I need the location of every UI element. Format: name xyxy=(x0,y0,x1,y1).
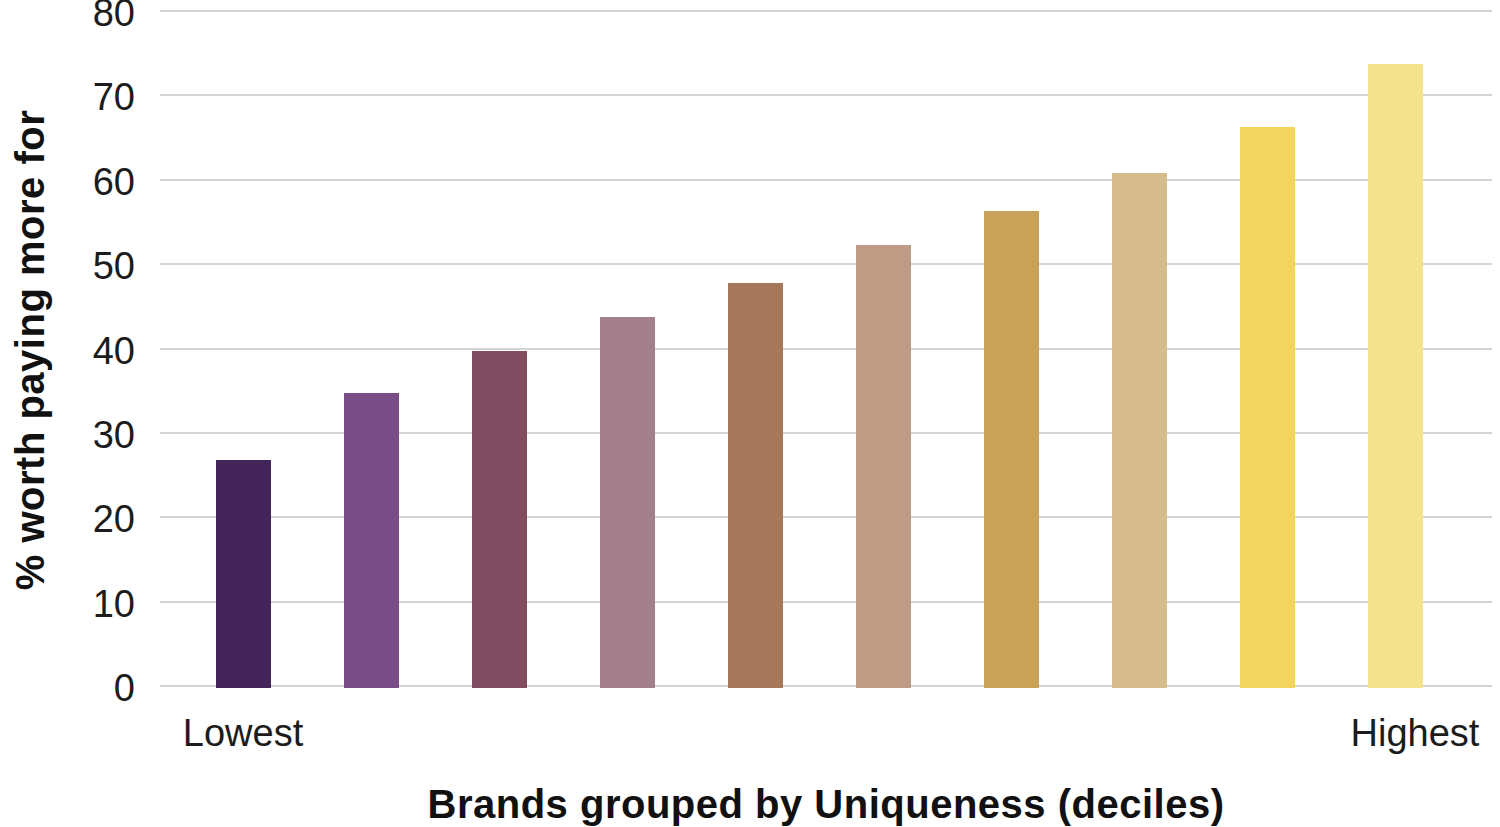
bar-chart: % worth paying more for 0102030405060708… xyxy=(0,0,1500,827)
bar-decile-2 xyxy=(344,393,399,688)
y-tick-label-70: 70 xyxy=(25,78,135,116)
bar-decile-3 xyxy=(472,351,527,689)
x-axis-title: Brands grouped by Uniqueness (deciles) xyxy=(428,782,1225,827)
bar-decile-10 xyxy=(1368,64,1423,688)
bar-slot-1 xyxy=(179,13,307,688)
plot-area xyxy=(160,13,1492,688)
bar-slot-9 xyxy=(1203,13,1331,688)
bar-slot-3 xyxy=(435,13,563,688)
y-tick-label-60: 60 xyxy=(25,163,135,201)
bar-slot-10 xyxy=(1331,13,1459,688)
gridline-80 xyxy=(160,10,1492,12)
y-tick-label-30: 30 xyxy=(25,416,135,454)
bar-decile-6 xyxy=(856,245,911,688)
y-tick-label-40: 40 xyxy=(25,332,135,370)
bar-decile-4 xyxy=(600,317,655,688)
bar-slot-7 xyxy=(947,13,1075,688)
y-tick-label-80: 80 xyxy=(25,0,135,32)
bar-decile-7 xyxy=(984,211,1039,688)
x-tick-label-highest: Highest xyxy=(1351,712,1480,755)
bar-decile-1 xyxy=(216,460,271,688)
y-tick-label-10: 10 xyxy=(25,585,135,623)
bars-layer xyxy=(179,13,1459,688)
bar-decile-5 xyxy=(728,283,783,688)
bar-slot-6 xyxy=(819,13,947,688)
bar-slot-5 xyxy=(691,13,819,688)
bar-slot-8 xyxy=(1075,13,1203,688)
y-tick-label-50: 50 xyxy=(25,247,135,285)
bar-decile-9 xyxy=(1240,127,1295,688)
y-tick-label-0: 0 xyxy=(25,669,135,707)
x-tick-label-lowest: Lowest xyxy=(183,712,303,755)
bar-slot-2 xyxy=(307,13,435,688)
bar-slot-4 xyxy=(563,13,691,688)
bar-decile-8 xyxy=(1112,173,1167,688)
y-tick-label-20: 20 xyxy=(25,500,135,538)
